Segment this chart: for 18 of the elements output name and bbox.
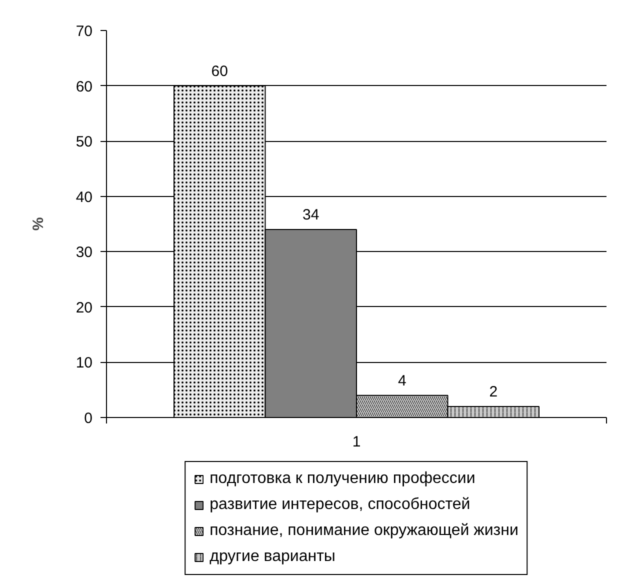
legend-label: развитие интересов, способностей	[210, 496, 470, 514]
y-tick-label: 20	[76, 299, 93, 316]
y-tick-label: 10	[76, 354, 93, 372]
legend-label: познание, понимание окружающей жизни	[210, 522, 518, 540]
data-label: 34	[302, 206, 320, 224]
y-tick-label: 50	[76, 134, 93, 151]
y-tick-label: 40	[76, 188, 93, 206]
y-tick-label: 0	[84, 410, 92, 427]
y-tick-label: 60	[76, 78, 93, 96]
y-tick-label: 70	[76, 23, 93, 40]
data-label: 4	[398, 372, 406, 390]
legend-label: подготовка к получению профессии	[210, 470, 476, 488]
x-tick-label: 1	[352, 434, 361, 450]
data-label: 2	[489, 383, 498, 400]
legend-label: другие варианты	[210, 548, 336, 566]
y-tick-label: 30	[76, 244, 93, 262]
y-axis-title: %	[30, 217, 47, 231]
data-label: 60	[211, 62, 228, 80]
